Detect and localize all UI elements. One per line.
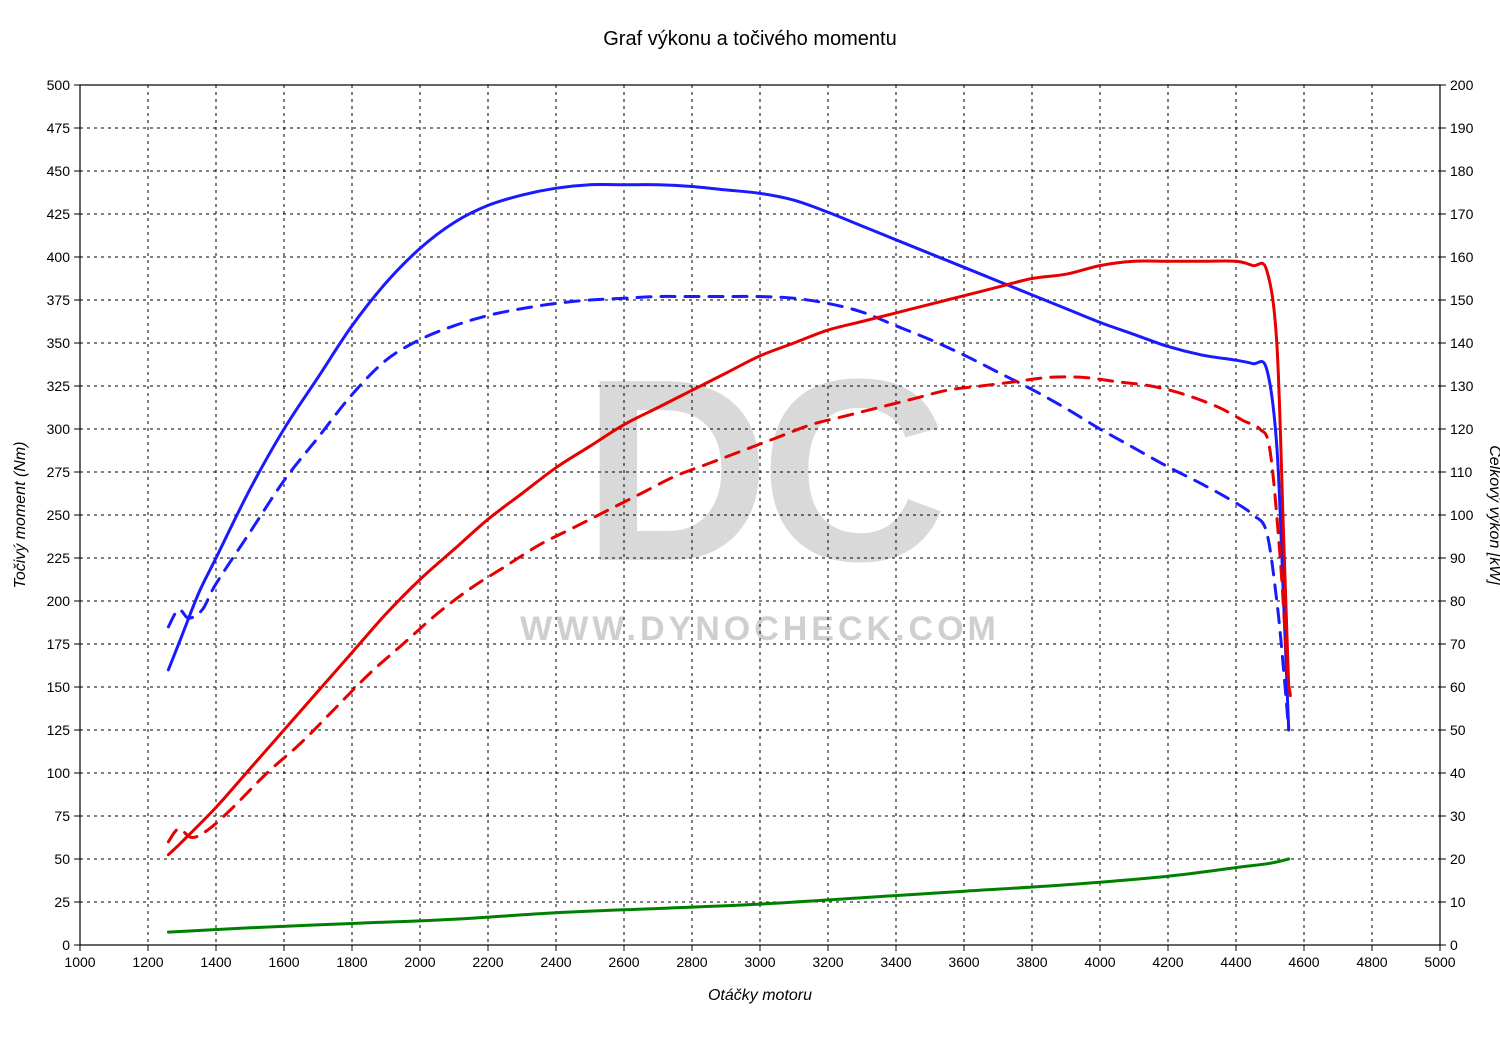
svg-text:120: 120 bbox=[1450, 421, 1474, 437]
svg-text:0: 0 bbox=[1450, 937, 1458, 953]
svg-text:180: 180 bbox=[1450, 163, 1474, 179]
svg-text:80: 80 bbox=[1450, 593, 1466, 609]
svg-text:350: 350 bbox=[47, 335, 71, 351]
svg-text:30: 30 bbox=[1450, 808, 1466, 824]
svg-text:160: 160 bbox=[1450, 249, 1474, 265]
svg-text:75: 75 bbox=[54, 808, 70, 824]
svg-text:300: 300 bbox=[47, 421, 71, 437]
watermark-url: WWW.DYNOCHECK.COM bbox=[520, 610, 1000, 648]
svg-text:0: 0 bbox=[62, 937, 70, 953]
dyno-chart: Graf výkonu a točivého momentu DC WWW.DY… bbox=[0, 0, 1500, 1041]
svg-text:110: 110 bbox=[1450, 464, 1473, 480]
svg-text:375: 375 bbox=[47, 292, 71, 308]
series-losses bbox=[168, 859, 1288, 932]
svg-text:70: 70 bbox=[1450, 636, 1466, 652]
svg-text:3400: 3400 bbox=[880, 954, 911, 970]
svg-text:150: 150 bbox=[47, 679, 71, 695]
svg-text:425: 425 bbox=[47, 206, 71, 222]
svg-text:150: 150 bbox=[1450, 292, 1474, 308]
y-axis-left-label: Točivý moment (Nm) bbox=[12, 442, 29, 589]
svg-text:2000: 2000 bbox=[404, 954, 435, 970]
svg-text:475: 475 bbox=[47, 120, 71, 136]
svg-text:1600: 1600 bbox=[268, 954, 299, 970]
svg-text:100: 100 bbox=[1450, 507, 1474, 523]
svg-text:125: 125 bbox=[47, 722, 71, 738]
svg-text:400: 400 bbox=[47, 249, 71, 265]
svg-text:3600: 3600 bbox=[948, 954, 979, 970]
chart-title: Graf výkonu a točivého momentu bbox=[603, 28, 896, 50]
svg-text:175: 175 bbox=[47, 636, 71, 652]
x-axis-label: Otáčky motoru bbox=[708, 987, 812, 1004]
svg-text:1000: 1000 bbox=[64, 954, 95, 970]
svg-text:20: 20 bbox=[1450, 851, 1466, 867]
svg-text:3200: 3200 bbox=[812, 954, 843, 970]
svg-text:40: 40 bbox=[1450, 765, 1466, 781]
svg-text:450: 450 bbox=[47, 163, 71, 179]
svg-text:325: 325 bbox=[47, 378, 71, 394]
svg-text:130: 130 bbox=[1450, 378, 1474, 394]
svg-text:200: 200 bbox=[1450, 77, 1474, 93]
svg-text:200: 200 bbox=[47, 593, 71, 609]
y-axis-right-label: Celkový výkon [kW] bbox=[1486, 445, 1500, 585]
svg-text:2800: 2800 bbox=[676, 954, 707, 970]
svg-text:50: 50 bbox=[54, 851, 70, 867]
svg-text:4000: 4000 bbox=[1084, 954, 1115, 970]
svg-text:3800: 3800 bbox=[1016, 954, 1047, 970]
svg-text:5000: 5000 bbox=[1424, 954, 1455, 970]
watermark-dc: DC bbox=[582, 326, 943, 616]
svg-text:1400: 1400 bbox=[200, 954, 231, 970]
svg-text:190: 190 bbox=[1450, 120, 1474, 136]
svg-text:275: 275 bbox=[47, 464, 71, 480]
svg-text:4800: 4800 bbox=[1356, 954, 1387, 970]
svg-text:90: 90 bbox=[1450, 550, 1466, 566]
svg-text:4600: 4600 bbox=[1288, 954, 1319, 970]
svg-text:4400: 4400 bbox=[1220, 954, 1251, 970]
svg-text:25: 25 bbox=[54, 894, 70, 910]
svg-text:500: 500 bbox=[47, 77, 71, 93]
svg-text:225: 225 bbox=[47, 550, 71, 566]
chart-svg: Graf výkonu a točivého momentu DC WWW.DY… bbox=[0, 0, 1500, 1041]
svg-text:3000: 3000 bbox=[744, 954, 775, 970]
svg-text:50: 50 bbox=[1450, 722, 1466, 738]
svg-text:2400: 2400 bbox=[540, 954, 571, 970]
grid bbox=[80, 85, 1440, 945]
svg-text:1800: 1800 bbox=[336, 954, 367, 970]
svg-text:140: 140 bbox=[1450, 335, 1474, 351]
svg-text:1200: 1200 bbox=[132, 954, 163, 970]
svg-text:100: 100 bbox=[47, 765, 71, 781]
svg-text:250: 250 bbox=[47, 507, 71, 523]
svg-text:4200: 4200 bbox=[1152, 954, 1183, 970]
svg-text:170: 170 bbox=[1450, 206, 1474, 222]
svg-text:2600: 2600 bbox=[608, 954, 639, 970]
svg-text:10: 10 bbox=[1450, 894, 1466, 910]
svg-text:60: 60 bbox=[1450, 679, 1466, 695]
svg-text:2200: 2200 bbox=[472, 954, 503, 970]
